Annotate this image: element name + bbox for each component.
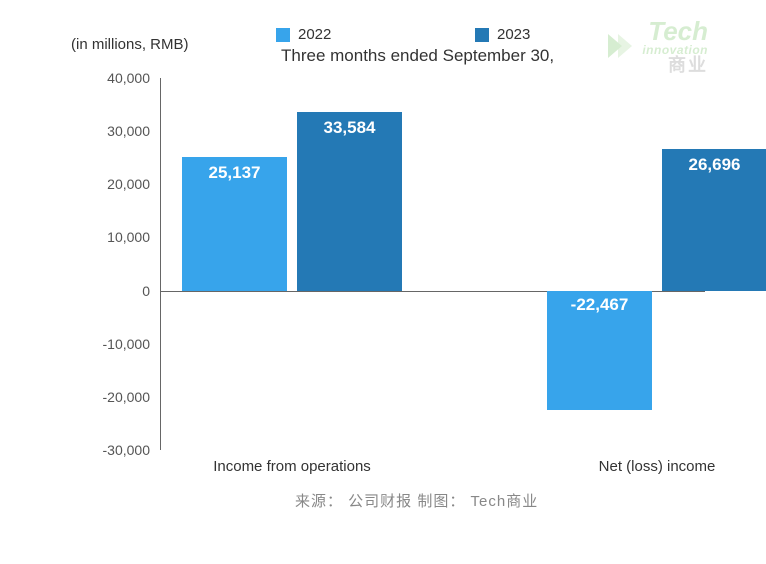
x-category-label: Net (loss) income bbox=[599, 458, 716, 475]
chart-subtitle: Three months ended September 30, bbox=[281, 46, 554, 66]
bar: 33,584 bbox=[297, 112, 402, 290]
y-tick-label: 0 bbox=[142, 283, 160, 299]
watermark-cn: 商业 bbox=[628, 56, 708, 74]
y-tick-label: 10,000 bbox=[107, 229, 160, 245]
bar-value-label: 26,696 bbox=[662, 155, 766, 175]
y-tick-label: -10,000 bbox=[103, 336, 160, 352]
watermark-logo: Techinnovation商业 bbox=[628, 18, 708, 74]
legend-item-2022: 2022 bbox=[276, 26, 331, 43]
legend-label-2023: 2023 bbox=[497, 26, 530, 43]
plot-area: -30,000-20,000-10,000010,00020,00030,000… bbox=[160, 78, 705, 450]
chart-container: (in millions, RMB) 2022 2023 Three months e… bbox=[0, 0, 766, 564]
legend-swatch-2023 bbox=[475, 28, 489, 42]
bar: 26,696 bbox=[662, 149, 766, 291]
y-tick-label: 30,000 bbox=[107, 123, 160, 139]
watermark-arrow-icon bbox=[602, 28, 638, 64]
watermark-innovation: innovation bbox=[628, 44, 708, 56]
legend-swatch-2022 bbox=[276, 28, 290, 42]
y-tick-label: -30,000 bbox=[103, 442, 160, 458]
y-tick-label: 40,000 bbox=[107, 70, 160, 86]
bar: 25,137 bbox=[182, 157, 287, 291]
bar-value-label: -22,467 bbox=[547, 295, 652, 315]
y-tick-label: 20,000 bbox=[107, 176, 160, 192]
x-category-label: Income from operations bbox=[213, 458, 371, 475]
y-axis-title: (in millions, RMB) bbox=[71, 36, 189, 53]
legend-label-2022: 2022 bbox=[298, 26, 331, 43]
watermark-tech: Tech bbox=[628, 18, 708, 44]
chart-footer: 来源： 公司财报 制图： Tech商业 bbox=[295, 490, 538, 511]
legend-item-2023: 2023 bbox=[475, 26, 530, 43]
bar: -22,467 bbox=[547, 291, 652, 410]
bar-value-label: 33,584 bbox=[297, 118, 402, 138]
y-axis-line bbox=[160, 78, 161, 450]
bar-value-label: 25,137 bbox=[182, 163, 287, 183]
y-tick-label: -20,000 bbox=[103, 389, 160, 405]
